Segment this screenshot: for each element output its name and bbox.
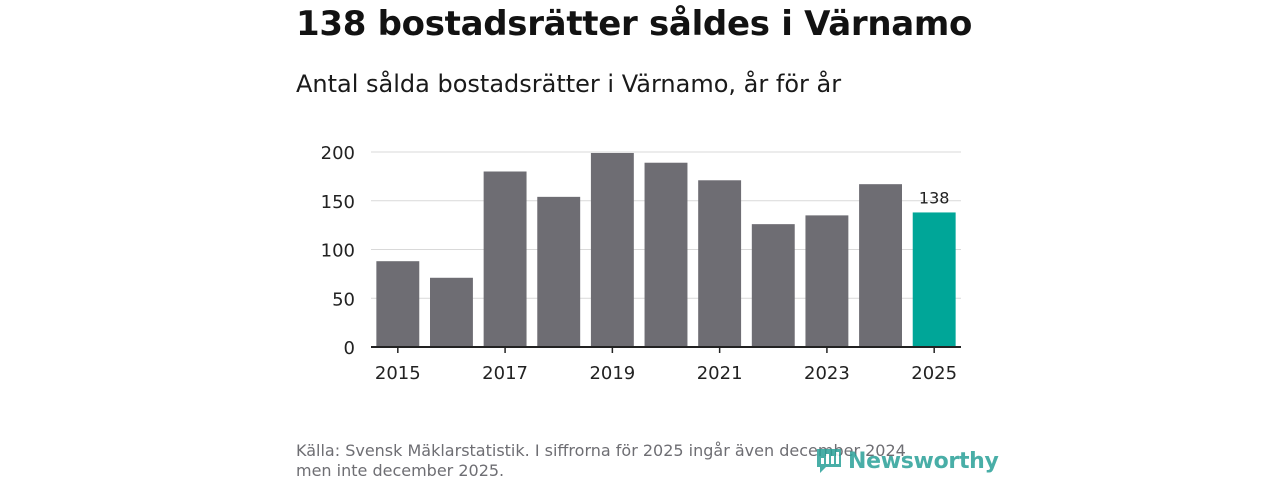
source-line-1: Källa: Svensk Mäklarstatistik. I siffror… xyxy=(296,441,906,460)
bar-2022 xyxy=(751,224,795,347)
source-note: Källa: Svensk Mäklarstatistik. I siffror… xyxy=(296,441,906,481)
y-tick-label-0: 0 xyxy=(344,338,355,359)
bar-2015 xyxy=(376,261,420,347)
bar-2019 xyxy=(590,152,634,347)
x-tick-label-2019: 2019 xyxy=(589,363,635,384)
x-tick-label-2021: 2021 xyxy=(697,363,743,384)
x-tick-label-2017: 2017 xyxy=(482,363,528,384)
y-tick-label-100: 100 xyxy=(321,241,355,262)
x-tick-label-2023: 2023 xyxy=(804,363,850,384)
x-tick-label-2015: 2015 xyxy=(375,363,421,384)
bar-chart-speech-bubble-icon xyxy=(817,449,841,473)
bar-2018 xyxy=(537,196,581,347)
bar-2025 xyxy=(912,212,956,347)
newsworthy-logo: Newsworthy xyxy=(814,446,999,476)
bar-2020 xyxy=(644,162,688,347)
chart-subtitle: Antal sålda bostadsrätter i Värnamo, år … xyxy=(296,70,842,98)
source-line-2: men inte december 2025. xyxy=(296,461,505,480)
y-tick-label-200: 200 xyxy=(321,143,355,164)
y-tick-label-150: 150 xyxy=(321,192,355,213)
bar-2024 xyxy=(859,184,902,347)
bar-2017 xyxy=(483,171,527,347)
bar-2023 xyxy=(805,215,849,347)
logo-text: Newsworthy xyxy=(848,448,999,474)
bar-2021 xyxy=(698,180,742,347)
chart-title: 138 bostadsrätter såldes i Värnamo xyxy=(296,4,973,44)
bar-2016 xyxy=(430,277,473,347)
x-tick-label-2025: 2025 xyxy=(911,363,957,384)
data-label-2025: 138 xyxy=(919,188,950,207)
y-tick-label-50: 50 xyxy=(332,289,355,310)
